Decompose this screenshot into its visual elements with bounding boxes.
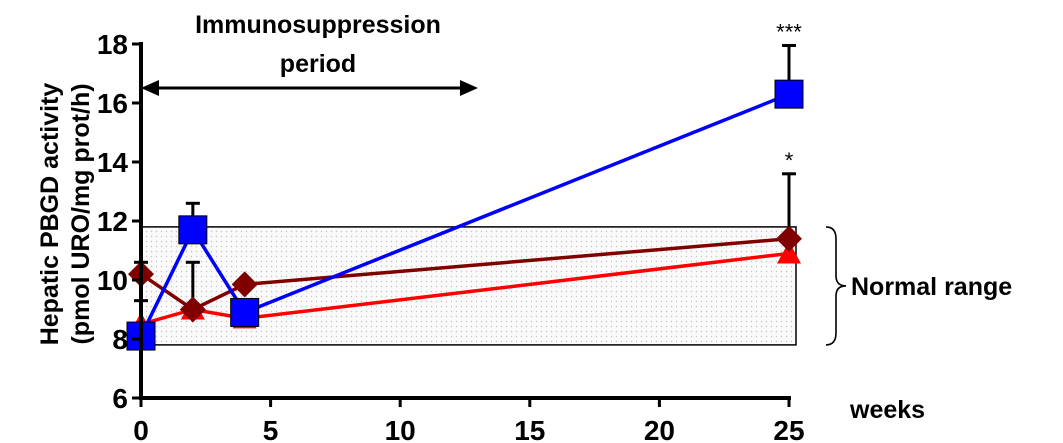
series-diamond-line	[140, 236, 790, 312]
x-tick-label-3: 15	[514, 415, 545, 443]
significance-mark-1: *	[785, 148, 794, 173]
x-tick-label-2: 10	[385, 415, 416, 443]
series-diamond-point-1	[179, 296, 206, 323]
y-tick-label-6: 18	[97, 29, 128, 60]
y-axis-units: (pmol URO/mg prot/h)	[67, 83, 95, 344]
y-tick-label-2: 10	[97, 265, 128, 296]
series-diamond-point-3	[776, 225, 802, 252]
x-tick-label-5: 25	[773, 415, 804, 443]
x-tick-label-4: 20	[644, 415, 675, 443]
y-tick-label-5: 16	[97, 88, 128, 119]
series-layer: ****	[126, 19, 804, 351]
y-tick-label-1: 8	[112, 324, 128, 355]
significance-mark-0: ***	[776, 19, 802, 44]
series-square-line	[139, 92, 790, 337]
series-square-point-3	[774, 79, 804, 109]
series-triangle-point-3	[777, 241, 801, 264]
y-tick-label-0: 6	[112, 383, 128, 414]
immunosuppression-arrowhead-right	[459, 80, 478, 96]
immunosuppression-arrowhead-left	[141, 80, 159, 96]
axis-ticks: 0 5 10 15 20 25 6 8 10 12 14 16 18	[97, 29, 805, 443]
series-square-point-2	[230, 297, 260, 327]
immunosuppression-label-line2: period	[280, 50, 356, 78]
series-square-point-1	[178, 215, 208, 245]
x-tick-label-0: 0	[133, 415, 149, 443]
series-triangle-line	[140, 251, 790, 326]
y-tick-label-4: 14	[97, 147, 129, 178]
normal-range-brace	[825, 226, 847, 346]
x-axis-title: weeks	[849, 396, 925, 424]
y-axis-title: Hepatic PBGD activity	[36, 83, 64, 346]
series-diamond-point-2	[231, 271, 258, 298]
x-tick-label-1: 5	[263, 415, 279, 443]
normal-range-label: Normal range	[851, 273, 1012, 301]
y-tick-label-3: 12	[97, 206, 128, 237]
immunosuppression-label-line1: Immunosuppression	[195, 11, 441, 39]
